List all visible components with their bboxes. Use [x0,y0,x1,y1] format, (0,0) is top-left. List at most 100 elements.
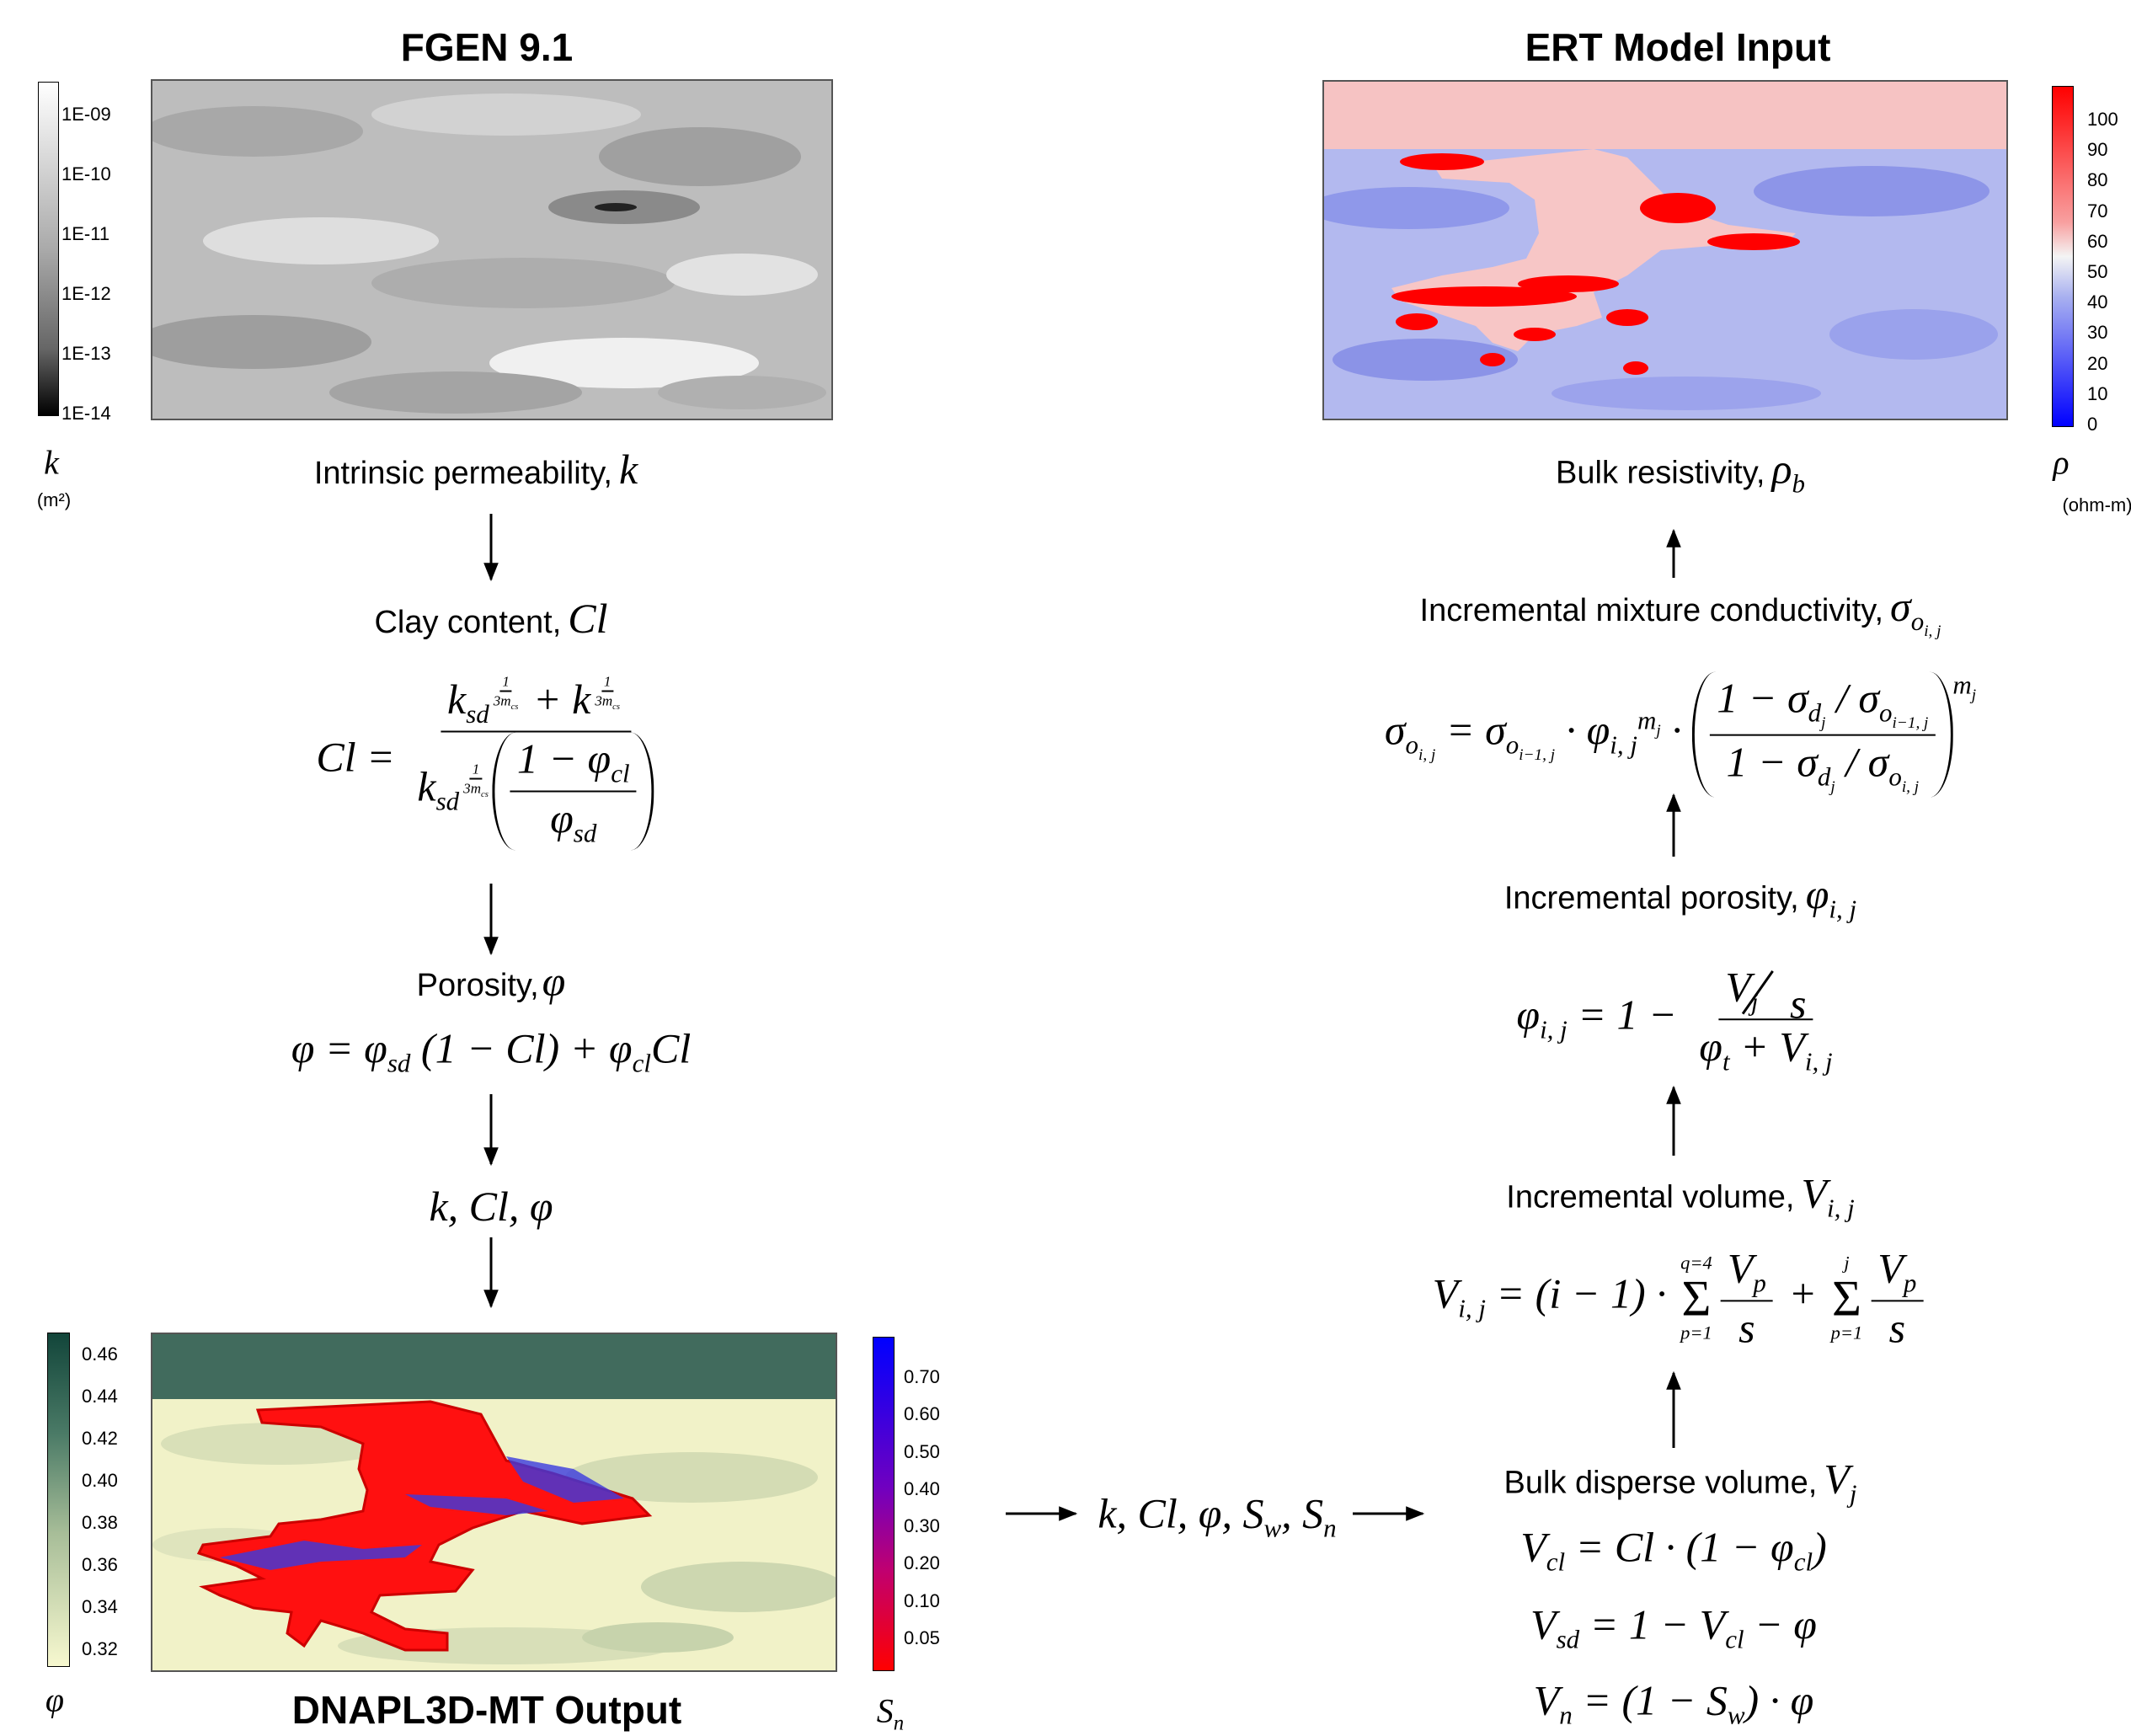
eq-part: cl [1546,1546,1566,1577]
eq-part: i, j [1901,777,1920,796]
colorbar-label: 40 [2087,291,2108,313]
eq-part: = 1 − V [1589,1600,1726,1648]
colorbar-label: 70 [2087,200,2108,222]
caption: Intrinsic permeability, k [314,445,638,494]
eq-part: sd [466,699,489,729]
symbol-part: n [893,1712,905,1735]
eq-part: sd [573,818,597,848]
eq-part: cl [611,758,630,788]
colorbar-label: 0.70 [904,1366,940,1387]
transfer-variables: k, Cl, φ, Sw, Sn [1098,1489,1336,1544]
eq-part: 1 [601,673,614,692]
map-texture [152,1334,836,1664]
eq-part: d [1808,697,1822,728]
colorbar [2052,86,2074,427]
eq-part: = Cl · (1 − φ [1575,1523,1794,1571]
eq-part: p [1903,1268,1917,1298]
eq-part: m [1952,670,1972,700]
eq-part: sd [435,787,460,817]
symbol-part: S [876,1691,894,1730]
colorbar-label: 0.34 [82,1596,118,1617]
label-symbol: φ [542,958,566,1005]
colorbar-label: 0.40 [904,1477,940,1499]
label-text: Porosity, [416,968,539,1003]
map-texture [1324,82,2006,410]
colorbar-label: 50 [2087,261,2108,282]
eq-part: V [1727,1244,1754,1292]
colorbar-label: 1E-10 [61,163,111,184]
label-symbol: o [1910,606,1925,636]
colorbar-label: 1E-12 [61,283,111,304]
label-symbol: φ [1805,870,1829,918]
dnapl-map [151,1333,837,1672]
eq-part: w [1263,1513,1282,1543]
colorbar-label: 0.32 [82,1638,118,1659]
permeability-map [151,79,833,420]
incremental-volume-label: Incremental volume, Vi, j [1506,1169,1854,1224]
label-text: Incremental volume, [1506,1179,1795,1215]
eq-part: 1 − σ [1717,674,1808,722]
colorbar [38,82,59,416]
incremental-porosity-label: Incremental porosity, φi, j [1504,870,1856,925]
label-symbol: V [1801,1169,1827,1217]
colorbar-label: 1E-14 [61,403,111,424]
label-symbol: i, j [1924,622,1941,641]
eq-part: σ [1384,706,1406,754]
colorbar-label: 20 [2087,352,2108,374]
eq-part: q=4 [1680,1252,1712,1274]
eq-part: V [1432,1269,1459,1317]
numerator: ksd 1 3mcs + k 1 3mcs [440,673,631,733]
caption-text: Intrinsic permeability, [313,456,612,491]
eq-part: j [1830,777,1835,796]
colorbar-symbol: k [44,443,59,482]
colorbar-label: 0.40 [82,1470,118,1491]
eq-part: σ [1858,674,1880,722]
eq-part: cl [632,1048,651,1078]
porosity-equation: φ = φsd (1 − Cl) + φclCl [291,1024,691,1079]
caption-text: Bulk resistivity, [1556,455,1765,491]
eq-part: n [1323,1513,1337,1543]
eq-part: φ [1699,1023,1722,1070]
eq-part: = 1 − [1578,991,1677,1039]
clay-label: Clay content, Cl [374,594,607,643]
label-text: Incremental porosity, [1503,880,1799,916]
colorbar-label: 0 [2087,414,2098,435]
colorbar-label: 10 [2087,382,2108,404]
eq-part: , S [1281,1489,1324,1537]
colorbar [47,1333,70,1667]
eq-part: cs [510,702,519,713]
eq-part: p=1 [1830,1322,1863,1343]
eq-part: i, j [1610,729,1637,760]
eq-part: V [1533,1676,1560,1724]
eq-part: ) · φ [1744,1676,1814,1724]
eq-part: 1 [469,760,483,780]
label-symbol: σ [1890,582,1911,630]
arrow-group [483,514,1681,1521]
label-text: Bulk disperse volume, [1503,1465,1818,1501]
eq-part: d [1817,761,1831,792]
colorbar-label: 0.42 [82,1428,118,1449]
eq-part: n [1559,1700,1573,1730]
caption-symbol: ρ [1771,445,1792,493]
colorbar-label: 90 [2087,139,2108,161]
eq-part: Σ [1831,1270,1861,1326]
eq-part: i, j [1804,1046,1833,1076]
equation: Vsd = 1 − Vcl − φ [1530,1600,1817,1655]
eq-part: o [1405,729,1419,760]
variables: k, Cl, φ [429,1183,553,1230]
eq-part: V [1877,1244,1904,1292]
eq-part: i−1, j [1519,745,1556,764]
colorbar-label: 100 [2087,109,2118,130]
label-symbol: i, j [1826,1193,1855,1223]
eq-part: V [1530,1600,1557,1648]
eq-part: V [1725,963,1751,1011]
panel-title: ERT Model Input [1525,25,1831,69]
eq-part: Σ [1681,1270,1712,1326]
mixture-conductivity-label: Incremental mixture conductivity, σoi, j [1420,582,1941,641]
eq-part: s [1888,1304,1906,1352]
texture [1324,82,2006,410]
label-text: Incremental mixture conductivity, [1419,592,1884,628]
colorbar-label: 0.20 [904,1552,940,1574]
eq-part: 1 [499,673,512,692]
caption: Bulk resistivity, ρb [1556,445,1805,499]
